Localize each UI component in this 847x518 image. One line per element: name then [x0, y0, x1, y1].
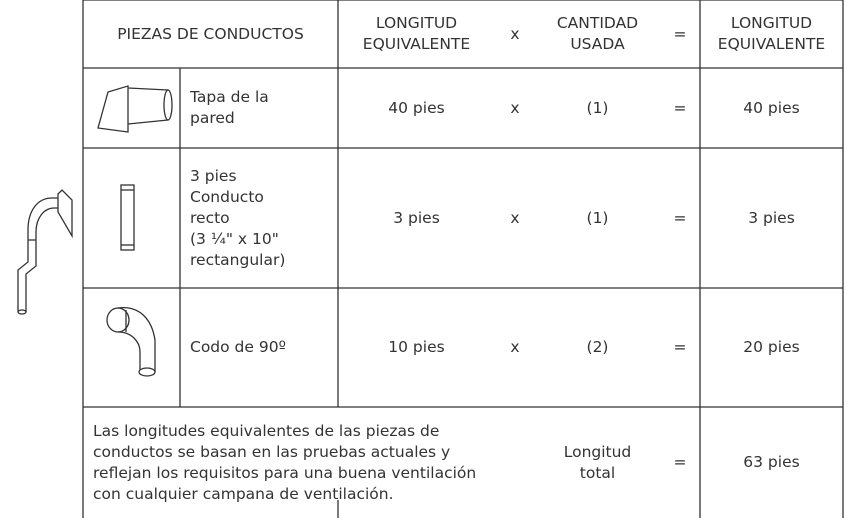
footer-total: 63 pies [700, 407, 843, 518]
description: Codo de 90º [180, 288, 338, 407]
row-quantity: (2) [535, 288, 660, 407]
text-line: Codo de 90º [190, 338, 286, 356]
footer-note: Las longitudes equivalentes de las pieza… [83, 407, 535, 518]
text-line: pared [190, 109, 235, 127]
header-quantity: CANTIDAD USADA [535, 0, 660, 68]
header-times: x [495, 0, 535, 68]
text-line: LONGITUD [730, 14, 813, 32]
row-equals: = [660, 148, 700, 288]
text-line: 40 pies [743, 98, 800, 117]
text-line: conductos se basan en las pruebas actual… [93, 442, 451, 461]
text-line: USADA [570, 35, 625, 53]
row-length: 3 pies [338, 148, 495, 288]
text-line: reflejan los requisitos para una buena v… [93, 463, 477, 482]
row-length: 40 pies [338, 68, 495, 148]
description: 3 pies Conducto recto (3 ¼" x 10" rectangula… [180, 148, 338, 288]
text-line: = [673, 24, 687, 43]
description: Tapa de la pared [180, 68, 338, 148]
header-equals: = [660, 0, 700, 68]
text-line: = [673, 453, 687, 471]
text-line: Longitud [563, 442, 632, 461]
row-times: x [495, 68, 535, 148]
row-equals: = [660, 288, 700, 407]
text-line: (1) [586, 98, 609, 117]
text-line: (1) [586, 208, 609, 227]
wall-cap-icon [97, 85, 173, 133]
text-line: 3 pies [190, 166, 237, 185]
text-line: x [510, 24, 520, 43]
row-length: 10 pies [338, 288, 495, 407]
duct-assembly-icon [17, 189, 73, 315]
text-line: recto [190, 208, 230, 227]
text-line: 20 pies [743, 338, 800, 356]
text-line: EQUIVALENTE [362, 35, 471, 53]
header-parts: PIEZAS DE CONDUCTOS [83, 0, 338, 68]
header-length: LONGITUD EQUIVALENTE [338, 0, 495, 68]
footer-label: Longitud total [535, 407, 660, 518]
row-times: x [495, 148, 535, 288]
row-total: 40 pies [700, 68, 843, 148]
text-line: Tapa de la [190, 88, 269, 106]
text-line: rectangular) [190, 250, 286, 269]
text-line: = [673, 98, 687, 117]
text-line: x [510, 338, 520, 356]
row-quantity: (1) [535, 68, 660, 148]
header-total: LONGITUD EQUIVALENTE [700, 0, 843, 68]
text-line: (2) [586, 338, 609, 356]
text-line: x [510, 208, 520, 227]
text-line: 10 pies [388, 338, 445, 356]
text-line: Las longitudes equivalentes de las pieza… [93, 421, 440, 440]
text-line: 3 pies [393, 208, 440, 227]
text-line: (3 ¼" x 10" [190, 229, 279, 248]
text-line: EQUIVALENTE [717, 35, 826, 53]
text-line: = [673, 208, 687, 227]
row-equals: = [660, 68, 700, 148]
row-total: 3 pies [700, 148, 843, 288]
text-line: total [579, 463, 616, 482]
text-line: 3 pies [748, 208, 795, 227]
text-line: x [510, 98, 520, 117]
text-line: 40 pies [388, 98, 445, 117]
row-times: x [495, 288, 535, 407]
text-line: con cualquier campana de ventilación. [93, 484, 394, 503]
text-line: PIEZAS DE CONDUCTOS [117, 24, 304, 43]
text-line: 63 pies [743, 453, 800, 471]
grid [82, 0, 844, 518]
text-line: Conducto [190, 187, 264, 206]
footer-equals: = [660, 407, 700, 518]
text-line: = [673, 338, 687, 356]
text-line: LONGITUD [375, 14, 458, 32]
text-line: CANTIDAD [556, 14, 639, 32]
row-quantity: (1) [535, 148, 660, 288]
row-total: 20 pies [700, 288, 843, 407]
elbow-icon [106, 307, 156, 377]
straight-duct-icon [120, 184, 135, 251]
